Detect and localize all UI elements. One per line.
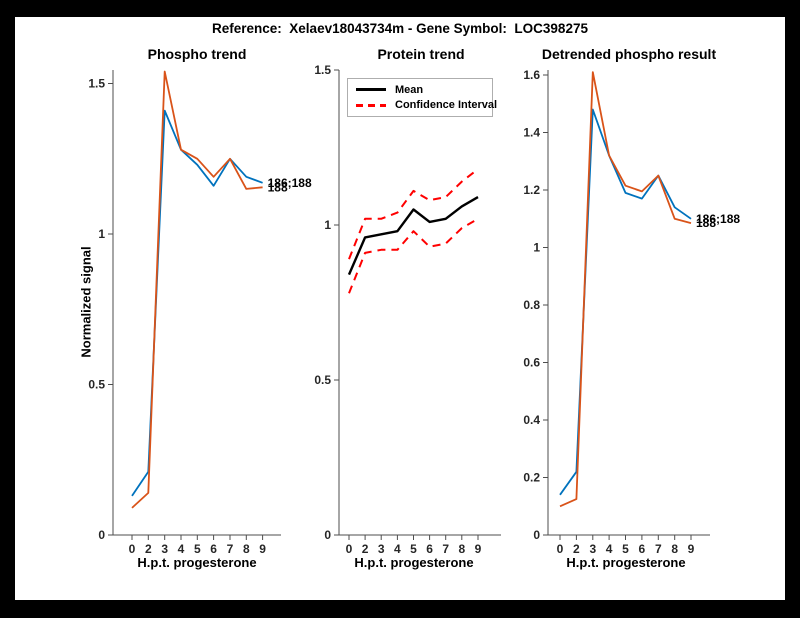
x-tick-label: 3	[161, 542, 168, 556]
series-line-confidence-interval-upper	[348, 168, 479, 260]
x-tick-label: 0	[346, 542, 353, 556]
x-tick-label: 6	[426, 542, 433, 556]
series-line-188	[559, 71, 692, 508]
legend-row-mean: Mean	[356, 84, 492, 96]
axis-spines	[338, 70, 501, 536]
y-tick-label: 0.5	[314, 373, 331, 387]
legend-box: Mean Confidence Interval	[347, 78, 497, 117]
x-tick-label: 9	[688, 542, 695, 556]
y-tick-label: 0.6	[523, 356, 540, 370]
legend-label-ci: Confidence Interval	[395, 99, 498, 112]
x-axis-label-3: H.p.t. progesterone	[566, 555, 686, 570]
legend-row-ci: Confidence Interval	[356, 99, 497, 111]
x-tick-label: 7	[655, 542, 662, 556]
x-tick-label: 4	[178, 542, 185, 556]
series-end-label: 188	[268, 180, 288, 194]
x-tick-label: 4	[394, 542, 401, 556]
mean-line-sample-icon	[356, 88, 386, 92]
x-tick-label: 0	[557, 542, 564, 556]
series-end-label: 186;188	[268, 176, 312, 190]
figure-title: Reference: Xelaev18043734m - Gene Symbol…	[212, 21, 588, 36]
subplot-title-phospho-trend: Phospho trend	[147, 46, 247, 62]
y-tick-label: 0	[98, 528, 105, 542]
y-tick-label: 1.2	[523, 183, 540, 197]
y-tick-label: 1.4	[523, 126, 540, 140]
y-tick-label: 1	[533, 241, 540, 255]
series-end-label: 188	[696, 216, 716, 230]
x-tick-label: 9	[259, 542, 266, 556]
series-line-mean	[347, 196, 479, 276]
series-line-186-188	[131, 109, 263, 497]
y-tick-label: 1.5	[88, 77, 105, 91]
legend-label-mean: Mean	[395, 83, 424, 96]
x-tick-label: 4	[606, 542, 613, 556]
x-tick-label: 8	[243, 542, 250, 556]
axis-spines	[547, 70, 710, 536]
x-tick-label: 8	[671, 542, 678, 556]
x-tick-label: 2	[145, 542, 152, 556]
series-line-confidence-interval-lower	[348, 217, 479, 294]
y-tick-label: 0	[324, 528, 331, 542]
y-tick-label: 1.6	[523, 68, 540, 82]
subplot-title-detrended-result: Detrended phospho result	[541, 46, 717, 62]
x-tick-label: 7	[442, 542, 449, 556]
axis-spines	[112, 70, 281, 536]
subplot-title-protein-trend: Protein trend	[377, 46, 465, 62]
x-axis-label-1: H.p.t. progesterone	[137, 555, 257, 570]
y-tick-label: 0.4	[523, 413, 540, 427]
x-tick-label: 6	[639, 542, 646, 556]
x-tick-label: 5	[410, 542, 417, 556]
y-tick-label: 1.5	[314, 63, 331, 77]
series-end-label: 186;188	[696, 212, 740, 226]
ci-dashed-line-sample-icon	[356, 103, 386, 107]
x-tick-label: 9	[475, 542, 482, 556]
x-tick-label: 6	[210, 542, 217, 556]
y-tick-label: 0.5	[88, 378, 105, 392]
x-tick-label: 0	[129, 542, 136, 556]
x-tick-label: 8	[458, 542, 465, 556]
y-tick-label: 1	[98, 227, 105, 241]
y-tick-label: 1	[324, 218, 331, 232]
x-tick-label: 5	[622, 542, 629, 556]
series-line-188	[131, 70, 263, 509]
x-axis-label-2: H.p.t. progesterone	[354, 555, 474, 570]
y-tick-label: 0.8	[523, 298, 540, 312]
y-tick-label: 0.2	[523, 471, 540, 485]
x-tick-label: 7	[227, 542, 234, 556]
x-tick-label: 3	[378, 542, 385, 556]
y-tick-label: 0	[533, 528, 540, 542]
x-tick-label: 3	[589, 542, 596, 556]
x-tick-label: 2	[362, 542, 369, 556]
x-tick-label: 2	[573, 542, 580, 556]
x-tick-label: 5	[194, 542, 201, 556]
